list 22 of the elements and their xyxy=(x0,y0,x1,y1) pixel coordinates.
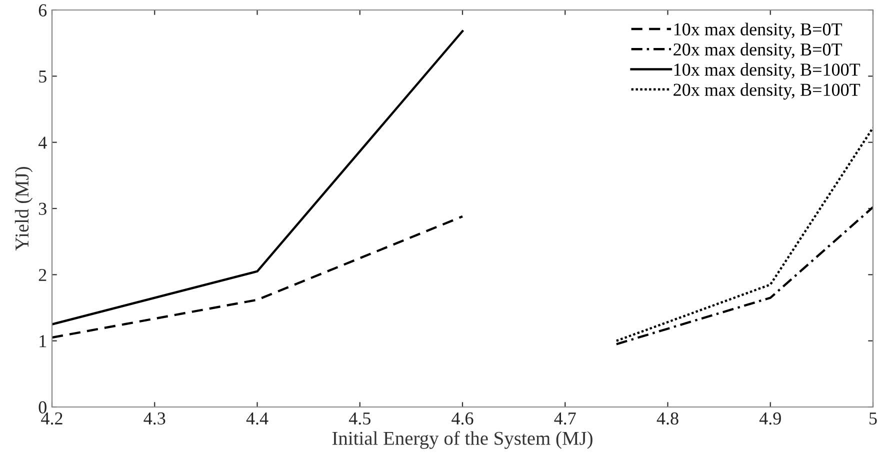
x-tick-label: 4.7 xyxy=(554,412,576,425)
legend-label: 20x max density, B=0T xyxy=(674,42,842,60)
y-tick-label: 4 xyxy=(38,136,47,149)
legend-label: 10x max density, B=0T xyxy=(674,22,842,40)
y-tick-label: 5 xyxy=(39,70,46,83)
y-tick-label: 6 xyxy=(38,4,47,16)
y-tick-label: 2 xyxy=(38,268,46,281)
x-tick-label: 4.6 xyxy=(452,412,474,425)
x-tick-label: 4.4 xyxy=(246,412,268,425)
y-axis-title: Yield (MJ) xyxy=(14,166,33,251)
y-tick-label: 0 xyxy=(38,401,46,414)
x-tick-label: 4.8 xyxy=(656,412,678,425)
legend-label: 10x max density, B=100T xyxy=(674,63,860,80)
x-tick-label: 4.9 xyxy=(759,412,781,425)
x-tick-label: 4.3 xyxy=(144,412,166,425)
x-tick-label: 5 xyxy=(870,412,877,425)
legend-label: 20x max density, B=100T xyxy=(674,83,860,100)
y-tick-label: 3 xyxy=(38,202,46,215)
x-tick-label: 4.2 xyxy=(41,412,62,425)
x-tick-label: 4.5 xyxy=(348,412,370,425)
x-axis-title: Initial Energy of the System (MJ) xyxy=(332,431,592,449)
y-tick-label: 1 xyxy=(40,335,46,348)
